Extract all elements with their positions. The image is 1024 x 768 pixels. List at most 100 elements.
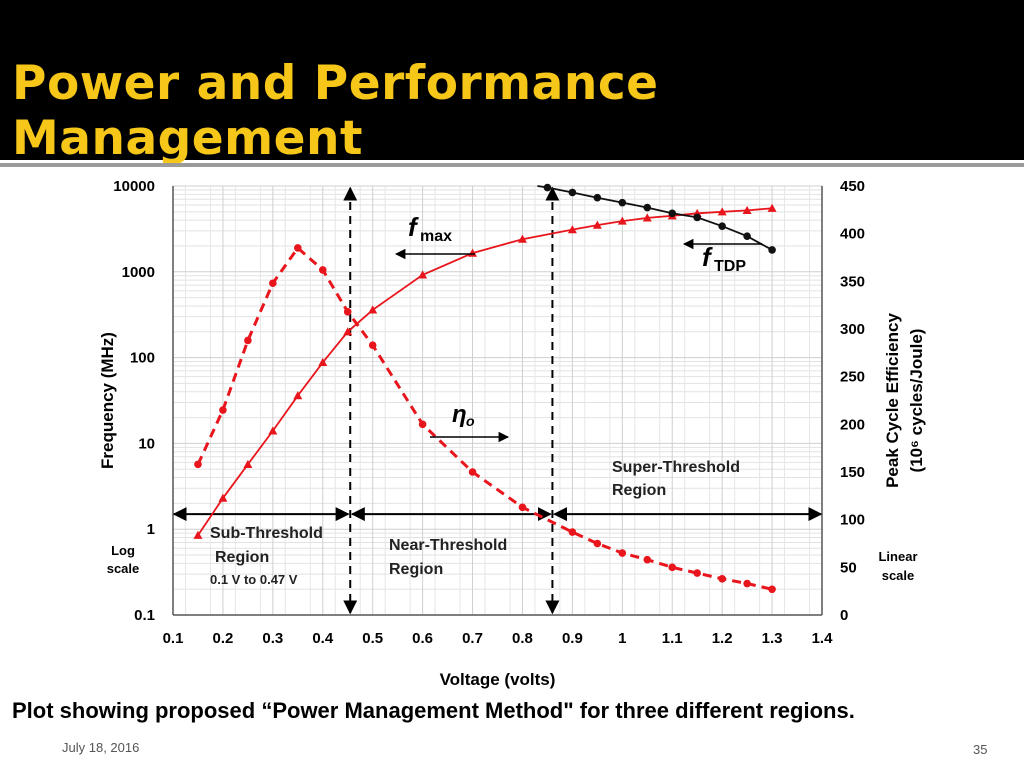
x-tick-label: 1.3 xyxy=(762,630,783,647)
super-threshold-label: Super-Threshold xyxy=(612,459,740,476)
y-right-tick-label: 100 xyxy=(840,512,865,529)
data-point-fTDP xyxy=(768,246,776,254)
data-point-fmax xyxy=(642,213,652,222)
right-scale-label: Linear xyxy=(878,549,917,564)
slide-date: July 18, 2016 xyxy=(62,740,140,755)
data-point-eta xyxy=(368,341,377,350)
data-point-fmax xyxy=(218,493,228,502)
x-tick-label: 0.5 xyxy=(362,630,383,647)
y-left-tick-label: 10 xyxy=(138,435,155,452)
y-left-tick-label: 1000 xyxy=(122,264,155,281)
y-left-tick-label: 0.1 xyxy=(134,607,155,624)
data-point-fmax xyxy=(767,203,777,212)
y-left-tick-label: 1 xyxy=(147,521,155,538)
x-tick-label: 0.2 xyxy=(212,630,233,647)
y-right-axis-title-line2: (10⁶ cycles/Joule) xyxy=(907,329,926,473)
data-point-eta xyxy=(718,574,726,583)
near-threshold-label: Region xyxy=(389,561,443,578)
series-line-eta xyxy=(196,245,773,591)
y-right-tick-label: 350 xyxy=(840,273,865,290)
data-point-fTDP xyxy=(593,193,602,202)
slide-caption: Plot showing proposed “Power Management … xyxy=(12,698,855,723)
data-point-eta xyxy=(194,460,202,469)
x-tick-label: 0.9 xyxy=(562,630,583,647)
data-point-eta xyxy=(219,406,227,414)
data-point-eta xyxy=(343,308,352,316)
data-point-fmax xyxy=(592,220,602,229)
data-point-eta xyxy=(668,563,677,572)
y-right-tick-label: 300 xyxy=(840,321,865,338)
left-scale-label: Log xyxy=(111,543,135,558)
eta-label: η xyxy=(452,401,467,428)
x-axis-title: Voltage (volts) xyxy=(440,670,556,689)
data-point-eta xyxy=(643,555,652,564)
y-right-tick-label: 150 xyxy=(840,464,865,481)
super-threshold-label: Region xyxy=(612,482,666,499)
data-point-fTDP xyxy=(743,232,751,240)
near-threshold-label: Near-Threshold xyxy=(389,537,507,554)
data-point-eta xyxy=(518,503,527,512)
data-point-eta xyxy=(318,266,327,274)
data-point-fmax xyxy=(318,357,328,366)
eta-subscript: o xyxy=(466,413,475,429)
data-point-eta xyxy=(244,336,252,345)
chart-series xyxy=(193,183,777,594)
frequency-efficiency-chart: 0.1 0.2 0.3 0.4 0.5 0.6 0.7 0.8 0.9 1 1.1 1.2 1.3 1.4… xyxy=(98,178,926,689)
data-point-fmax xyxy=(567,225,577,234)
data-point-eta xyxy=(568,528,577,536)
y-left-tick-label: 100 xyxy=(130,350,155,367)
x-tick-label: 0.1 xyxy=(163,630,184,647)
right-scale-label: scale xyxy=(882,568,915,583)
y-right-tick-label: 200 xyxy=(840,416,865,433)
data-point-eta xyxy=(593,539,602,548)
data-point-eta xyxy=(269,279,277,288)
x-tick-label: 1.2 xyxy=(712,630,733,647)
x-tick-label: 1.1 xyxy=(662,630,683,647)
x-tick-label: 1 xyxy=(618,630,626,647)
data-point-fTDP xyxy=(643,203,652,212)
sub-threshold-label: Sub-Threshold xyxy=(210,525,323,542)
data-point-fmax xyxy=(517,234,527,243)
x-tick-label: 0.4 xyxy=(312,630,334,647)
data-point-eta xyxy=(468,468,477,476)
data-point-fmax xyxy=(418,270,428,279)
x-tick-label: 0.3 xyxy=(262,630,283,647)
y-right-tick-label: 0 xyxy=(840,607,848,624)
data-point-fTDP xyxy=(618,198,627,207)
sub-threshold-label: Region xyxy=(215,549,269,566)
data-point-eta xyxy=(418,420,427,429)
fmax-subscript: max xyxy=(420,228,452,245)
sub-threshold-range: 0.1 V to 0.47 V xyxy=(210,572,298,587)
title-bar xyxy=(0,0,1024,160)
data-point-fmax xyxy=(268,426,278,435)
y-right-axis-title-line1: Peak Cycle Efficiency xyxy=(883,313,902,488)
data-point-eta xyxy=(618,549,627,557)
y-right-tick-label: 450 xyxy=(840,178,865,195)
title-divider xyxy=(0,163,1024,167)
data-point-fmax xyxy=(717,207,727,216)
data-point-fTDP xyxy=(668,209,677,218)
slide-page-number: 35 xyxy=(973,742,988,757)
data-point-eta xyxy=(294,244,302,252)
ftdp-subscript: TDP xyxy=(714,258,746,275)
data-point-fmax xyxy=(293,391,303,400)
data-point-eta xyxy=(693,569,701,577)
data-point-fmax xyxy=(368,305,378,314)
data-point-fTDP xyxy=(543,183,552,192)
data-point-eta xyxy=(768,585,776,594)
y-right-tick-label: 250 xyxy=(840,369,865,386)
x-tick-label: 1.4 xyxy=(812,630,834,647)
y-left-axis-title: Frequency (MHz) xyxy=(98,332,117,469)
series-line-fmax xyxy=(197,207,773,536)
chart-region-markers xyxy=(172,186,823,615)
chart-axes xyxy=(172,186,823,616)
data-point-fmax xyxy=(742,205,752,214)
y-right-tick-label: 400 xyxy=(840,226,865,243)
x-tick-label: 0.8 xyxy=(512,630,533,647)
x-tick-label: 0.6 xyxy=(412,630,433,647)
data-point-eta xyxy=(743,579,751,588)
data-point-fTDP xyxy=(568,188,577,197)
ftdp-label: f xyxy=(702,242,713,272)
y-right-tick-label: 50 xyxy=(840,559,857,576)
